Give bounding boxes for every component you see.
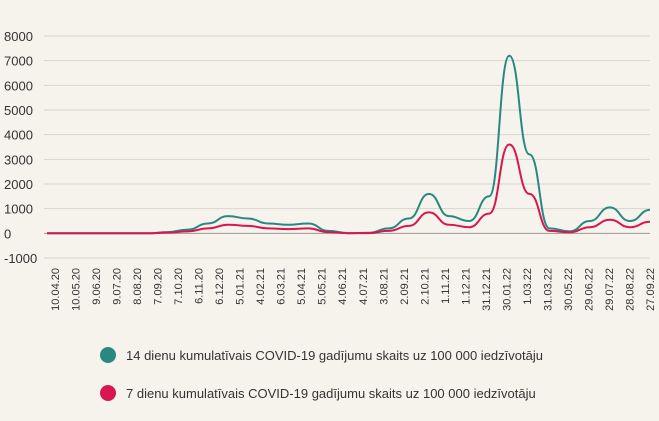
x-tick-label: 8.08.20 bbox=[132, 268, 144, 305]
x-tick-label: 29.07.22 bbox=[604, 268, 616, 311]
x-tick-label: 7.10.20 bbox=[173, 268, 185, 305]
x-tick-label: 1.12.21 bbox=[460, 268, 472, 305]
y-tick-label: 6000 bbox=[4, 78, 33, 93]
x-tick-label: 2.10.21 bbox=[419, 268, 431, 305]
x-tick-label: 4.02.21 bbox=[255, 268, 267, 305]
legend-dot-7day bbox=[100, 385, 116, 401]
x-tick-label: 30.05.22 bbox=[563, 268, 575, 311]
x-tick-label: 29.06.22 bbox=[583, 268, 595, 311]
x-tick-label: 1.11.21 bbox=[440, 268, 452, 304]
x-axis: 10.04.20 10.05.20 9.06.20 9.07.20 8.08.20 7.0… bbox=[50, 268, 657, 311]
x-tick-label: 10.04.20 bbox=[50, 268, 62, 311]
y-tick-label: 5000 bbox=[4, 103, 33, 118]
series-line-0 bbox=[47, 54, 651, 235]
x-tick-label: 6.12.20 bbox=[214, 268, 226, 305]
x-tick-label: 6.03.21 bbox=[276, 268, 288, 305]
y-tick-label: 7000 bbox=[4, 54, 33, 69]
y-tick-label: -1000 bbox=[4, 251, 37, 266]
y-tick-label: 3000 bbox=[4, 152, 33, 167]
legend-item-7day: 7 dienu kumulatīvais COVID-19 gadījumu s… bbox=[100, 385, 536, 401]
x-tick-label: 1.03.22 bbox=[522, 268, 534, 305]
x-tick-label: 2.09.21 bbox=[399, 268, 411, 305]
legend-label-14day: 14 dienu kumulatīvais COVID-19 gadījumu … bbox=[126, 347, 543, 363]
x-tick-label: 31.12.21 bbox=[481, 268, 493, 311]
y-tick-label: 4000 bbox=[4, 128, 33, 143]
y-tick-label: 2000 bbox=[4, 177, 33, 192]
y-axis: -1000 0 1000 2000 3000 4000 5000 6000 7000 8000 bbox=[4, 29, 37, 266]
y-tick-label: 8000 bbox=[4, 29, 33, 44]
x-tick-label: 31.03.22 bbox=[542, 268, 554, 311]
series-layer bbox=[47, 54, 651, 235]
x-tick-label: 10.05.20 bbox=[71, 268, 83, 311]
y-tick-label: 0 bbox=[4, 226, 11, 241]
legend-label-7day: 7 dienu kumulatīvais COVID-19 gadījumu s… bbox=[126, 385, 536, 401]
x-tick-label: 5.05.21 bbox=[317, 268, 329, 305]
series-line-1 bbox=[47, 143, 651, 235]
x-tick-label: 30.01.22 bbox=[501, 268, 513, 311]
grid-layer bbox=[44, 35, 650, 259]
x-tick-label: 9.07.20 bbox=[112, 268, 124, 305]
x-tick-label: 27.09.22 bbox=[645, 268, 657, 311]
x-tick-label: 7.09.20 bbox=[153, 268, 165, 305]
legend-item-14day: 14 dienu kumulatīvais COVID-19 gadījumu … bbox=[100, 347, 543, 363]
x-tick-label: 28.08.22 bbox=[624, 268, 636, 311]
x-tick-label: 5.04.21 bbox=[296, 268, 308, 305]
x-tick-label: 4.06.21 bbox=[337, 268, 349, 305]
x-tick-label: 5.01.21 bbox=[235, 268, 247, 305]
x-tick-label: 9.06.20 bbox=[91, 268, 103, 305]
x-tick-label: 6.11.20 bbox=[194, 268, 206, 304]
y-tick-label: 1000 bbox=[4, 202, 33, 217]
x-tick-label: 3.08.21 bbox=[378, 268, 390, 305]
x-tick-label: 4.07.21 bbox=[358, 268, 370, 305]
legend-dot-14day bbox=[100, 347, 116, 363]
